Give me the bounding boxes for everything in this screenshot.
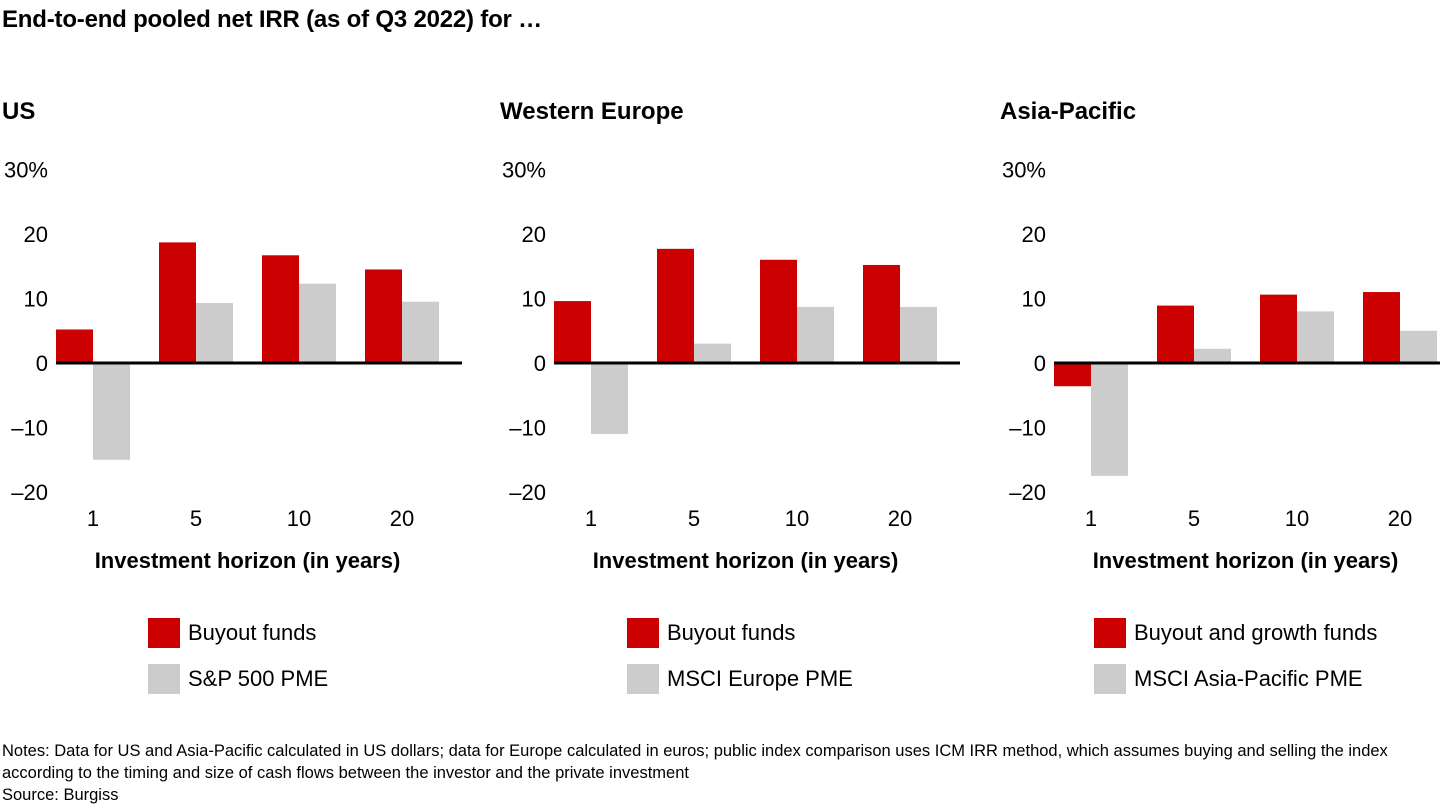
bar-buyout-funds-5y (159, 242, 196, 363)
legend-swatch-pme (148, 664, 180, 694)
bar-buyout-and-growth-funds-10y (1260, 294, 1297, 363)
y-tick-label: 20 (1022, 222, 1046, 247)
panel-title: Western Europe (500, 98, 684, 125)
bar-chart-asia-pacific: 30% 20 10 0 –10 –20 1 5 10 20 Investment horizon (… (1002, 158, 1440, 573)
x-tick-label: 20 (390, 506, 414, 531)
x-axis-label: Investment horizon (in years) (95, 548, 401, 573)
legend-item-buyout: Buyout and growth funds (1094, 618, 1377, 648)
x-tick-label: 10 (785, 506, 809, 531)
x-axis-label: Investment horizon (in years) (1093, 548, 1399, 573)
bar-buyout-funds-20y (863, 264, 900, 363)
bar-msci-europe-pme-20y (900, 306, 937, 363)
x-tick-label: 5 (688, 506, 700, 531)
bar-msci-asia-pacific-pme-5y (1194, 348, 1231, 363)
y-tick-label: 10 (24, 287, 48, 312)
bar-s-p-500-pme-1y (93, 363, 130, 460)
y-tick-label: 0 (36, 351, 48, 376)
bar-buyout-and-growth-funds-1y (1054, 363, 1091, 387)
legend-swatch-pme (1094, 664, 1126, 694)
bar-buyout-funds-10y (262, 255, 299, 363)
legend-item-pme: MSCI Asia-Pacific PME (1094, 664, 1363, 694)
bar-msci-europe-pme-5y (694, 343, 731, 363)
y-tick-label: –20 (509, 480, 546, 505)
footnotes: Notes: Data for US and Asia-Pacific calc… (2, 740, 1438, 806)
x-tick-label: 5 (190, 506, 202, 531)
x-tick-label: 5 (1188, 506, 1200, 531)
bar-msci-asia-pacific-pme-1y (1091, 363, 1128, 476)
y-tick-label: 30% (1002, 158, 1046, 183)
bar-msci-europe-pme-10y (797, 306, 834, 363)
bar-buyout-and-growth-funds-5y (1157, 305, 1194, 363)
bar-msci-asia-pacific-pme-10y (1297, 311, 1334, 363)
y-tick-label: 20 (24, 222, 48, 247)
y-tick-label: –20 (11, 480, 48, 505)
bar-s-p-500-pme-20y (402, 301, 439, 363)
legend-swatch-buyout (627, 618, 659, 648)
y-tick-label: 10 (522, 287, 546, 312)
legend-item-buyout: Buyout funds (627, 618, 795, 648)
legend-label: Buyout funds (188, 620, 317, 645)
y-tick-label: –10 (1009, 416, 1046, 441)
bar-buyout-funds-1y (554, 301, 591, 363)
bar-s-p-500-pme-10y (299, 283, 336, 363)
bar-chart-western-europe: 30% 20 10 0 –10 –20 1 5 10 20 Investment horizon (… (502, 158, 960, 573)
legend-swatch-buyout (148, 618, 180, 648)
y-tick-label: 10 (1022, 287, 1046, 312)
x-tick-label: 10 (287, 506, 311, 531)
notes-text: Notes: Data for US and Asia-Pacific calc… (2, 742, 1388, 782)
x-tick-label: 1 (585, 506, 597, 531)
x-tick-label: 1 (87, 506, 99, 531)
x-tick-label: 1 (1085, 506, 1097, 531)
legend-item-pme: MSCI Europe PME (627, 664, 853, 694)
panel-title: US (2, 98, 36, 125)
y-tick-label: –20 (1009, 480, 1046, 505)
legend-swatch-pme (627, 664, 659, 694)
bar-msci-asia-pacific-pme-20y (1400, 330, 1437, 363)
y-tick-label: –10 (509, 416, 546, 441)
y-tick-label: 30% (502, 158, 546, 183)
panel-asia-pacific: Asia-Pacific 30% 20 10 0 –10 –20 1 5 10 20 Investm… (1000, 98, 1440, 708)
x-tick-label: 10 (1285, 506, 1309, 531)
panel-title: Asia-Pacific (1000, 98, 1137, 125)
legend-label: S&P 500 PME (188, 666, 329, 691)
legend-item-buyout: Buyout funds (148, 618, 316, 648)
y-tick-label: 0 (1034, 351, 1046, 376)
legend-label: Buyout funds (667, 620, 796, 645)
x-tick-label: 20 (888, 506, 912, 531)
x-axis-label: Investment horizon (in years) (593, 548, 899, 573)
bar-buyout-and-growth-funds-20y (1363, 292, 1400, 363)
legend-label: Buyout and growth funds (1134, 620, 1378, 645)
y-tick-label: 20 (522, 222, 546, 247)
bar-buyout-funds-20y (365, 269, 402, 363)
legend-swatch-buyout (1094, 618, 1126, 648)
bar-msci-europe-pme-1y (591, 363, 628, 434)
y-tick-label: 30% (4, 158, 48, 183)
legend-item-pme: S&P 500 PME (148, 664, 328, 694)
bar-s-p-500-pme-5y (196, 303, 233, 363)
y-tick-label: –10 (11, 416, 48, 441)
bar-chart-us: 30% 20 10 0 –10 –20 1 5 10 20 Investment horizon (… (4, 158, 462, 573)
panel-us: US 30% 20 10 0 –10 –20 1 5 10 20 Investment horizo… (2, 98, 462, 708)
y-tick-label: 0 (534, 351, 546, 376)
chart-title: End-to-end pooled net IRR (as of Q3 2022… (2, 6, 542, 33)
source-text: Source: Burgiss (2, 786, 119, 804)
legend-label: MSCI Europe PME (667, 666, 853, 691)
legend-label: MSCI Asia-Pacific PME (1134, 666, 1363, 691)
bar-buyout-funds-1y (56, 329, 93, 363)
bar-buyout-funds-10y (760, 259, 797, 363)
x-tick-label: 20 (1388, 506, 1412, 531)
panel-western-europe: Western Europe 30% 20 10 0 –10 –20 1 5 10 20 Inves… (500, 98, 960, 708)
bar-buyout-funds-5y (657, 248, 694, 363)
